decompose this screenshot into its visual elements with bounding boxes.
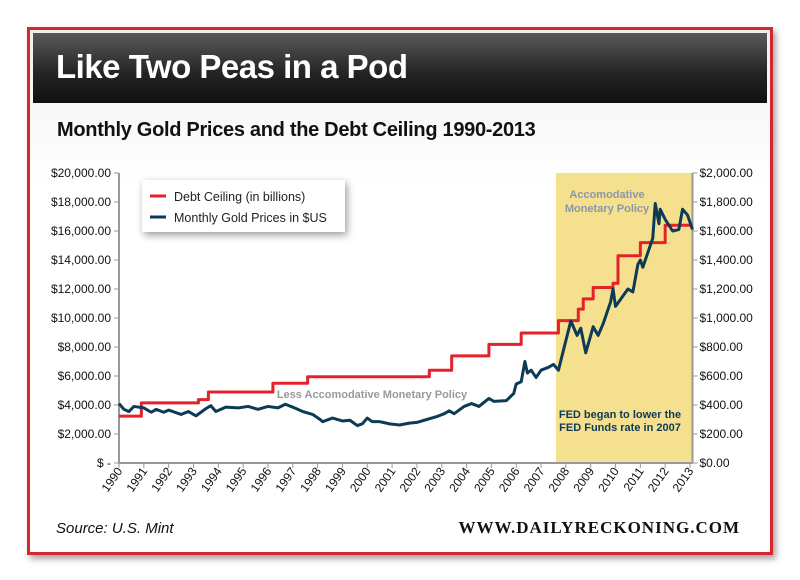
x-tick-label: 2001	[372, 464, 399, 494]
y-left-tick-label: $14,000.00	[51, 253, 111, 267]
annotation-fed: FED Funds rate in 2007	[559, 422, 681, 434]
y-left-tick-label: $ -	[97, 456, 111, 470]
source-note: Source: U.S. Mint	[56, 520, 174, 537]
x-tick-label: 1998	[297, 464, 324, 494]
x-tick-label: 1995	[223, 464, 250, 494]
x-tick-label: 1991	[123, 464, 150, 494]
legend-box	[142, 180, 345, 232]
x-tick-label: 1996	[248, 464, 275, 494]
y-left-tick-label: $20,000.00	[51, 166, 111, 180]
y-right-tick-label: $2,000.00	[699, 166, 753, 180]
x-tick-label: 2004	[446, 464, 473, 494]
y-left-tick-label: $16,000.00	[51, 224, 111, 238]
y-right-tick-label: $1,000.00	[699, 311, 753, 325]
y-left-tick-label: $2,000.00	[58, 427, 112, 441]
x-tick-label: 1999	[322, 464, 349, 494]
y-right-tick-label: $600.00	[699, 369, 743, 383]
y-left-tick-label: $8,000.00	[58, 340, 112, 354]
y-right-tick-label: $200.00	[699, 427, 743, 441]
annotation-accommodative: Accomodative	[569, 189, 644, 201]
annotation-fed: FED began to lower the	[559, 409, 681, 421]
x-tick-label: 1997	[272, 464, 299, 494]
x-tick-label: 2005	[471, 464, 498, 494]
x-tick-label: 1993	[173, 464, 200, 494]
x-tick-label: 2007	[521, 464, 548, 494]
x-tick-label: 2013	[670, 464, 697, 494]
y-right-tick-label: $1,600.00	[699, 224, 753, 238]
annotation-accommodative: Monetary Policy	[565, 203, 650, 215]
x-tick-label: 1992	[148, 464, 175, 494]
y-left-tick-label: $18,000.00	[51, 195, 111, 209]
legend-label-debt: Debt Ceiling (in billions)	[174, 190, 305, 204]
page-title: Like Two Peas in a Pod	[56, 48, 408, 85]
chart-title: Monthly Gold Prices and the Debt Ceiling…	[57, 119, 536, 141]
x-tick-label: 2011	[621, 464, 647, 493]
x-tick-label: 2012	[645, 464, 672, 494]
gold-price-line	[117, 201, 694, 428]
y-left-tick-label: $4,000.00	[58, 398, 112, 412]
x-tick-label: 2002	[397, 464, 424, 494]
y-right-tick-label: $0.00	[699, 456, 729, 470]
x-tick-label: 2008	[546, 464, 573, 494]
header-band	[33, 33, 767, 103]
x-tick-label: 2000	[347, 464, 374, 494]
y-left-tick-label: $10,000.00	[51, 311, 111, 325]
x-tick-label: 2010	[595, 464, 622, 494]
x-tick-label: 2009	[570, 464, 597, 494]
x-tick-label: 2006	[496, 464, 523, 494]
debt-ceiling-line	[119, 223, 693, 418]
y-right-tick-label: $400.00	[699, 398, 743, 412]
y-right-tick-label: $1,800.00	[699, 195, 753, 209]
legend-label-gold: Monthly Gold Prices in $US	[174, 211, 327, 225]
y-left-tick-label: $6,000.00	[58, 369, 112, 383]
website-credit: WWW.DAILYRECKONING.COM	[458, 518, 740, 537]
y-right-tick-label: $1,400.00	[699, 253, 753, 267]
y-right-tick-label: $1,200.00	[699, 282, 753, 296]
y-right-tick-label: $800.00	[699, 340, 743, 354]
annotation-less-accommodative: Less Accomodative Monetary Policy	[277, 389, 468, 401]
x-tick-label: 2003	[421, 464, 448, 494]
x-tick-label: 1994	[198, 464, 225, 494]
y-left-tick-label: $12,000.00	[51, 282, 111, 296]
